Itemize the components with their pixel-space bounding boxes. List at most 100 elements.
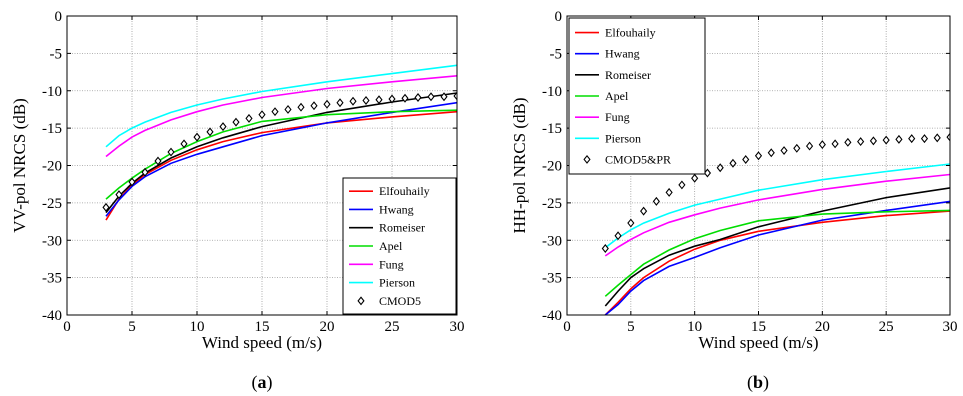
x-axis-label: Wind speed (m/s)	[202, 333, 322, 352]
data-point-cmod5	[401, 93, 409, 103]
series-line-apel	[604, 209, 950, 297]
data-point-cmod5-pr	[767, 148, 775, 158]
data-point-cmod5-pr	[652, 196, 660, 206]
data-point-cmod5-pr	[691, 173, 699, 183]
y-tick-label: -15	[42, 121, 62, 137]
data-point-cmod5	[180, 139, 188, 149]
legend: Elfouhaily Hwang Romeiser Apel Fung Pierson CM…	[342, 177, 457, 315]
data-point-cmod5	[245, 113, 253, 123]
y-tick-label: -30	[542, 233, 562, 249]
x-tick-label: 10	[687, 319, 702, 335]
data-point-cmod5	[258, 110, 266, 120]
legend-label: CMOD5	[379, 294, 421, 308]
data-point-cmod5-pr	[678, 180, 686, 190]
y-tick-label: -25	[542, 196, 562, 212]
panel-caption: (b)	[747, 372, 769, 393]
data-point-cmod5	[440, 92, 448, 102]
legend-marker	[583, 154, 591, 164]
data-point-cmod5-pr	[729, 158, 737, 168]
data-point-cmod5-pr	[601, 243, 609, 253]
data-point-cmod5-pr	[805, 141, 814, 151]
x-tick-label: 15	[751, 319, 766, 335]
data-point-cmod5	[232, 117, 240, 127]
x-tick-label: 25	[879, 319, 894, 335]
data-point-cmod5-pr	[627, 218, 635, 228]
series-line-elfouhaily	[604, 210, 950, 315]
tick-group: 0 5 10 15 20 25 30 0 -5 -10 -15 -20 -25 -30 -35 -40	[42, 9, 465, 335]
y-tick-label: -20	[542, 159, 562, 175]
data-point-cmod5-pr	[780, 146, 788, 156]
y-tick-label: -35	[542, 271, 562, 287]
x-tick-label: 5	[627, 319, 635, 335]
series-line-romeiser	[105, 92, 457, 214]
data-point-cmod5-pr	[793, 143, 801, 153]
data-point-cmod5	[284, 104, 292, 114]
data-point-cmod5	[453, 91, 457, 101]
legend-item: Pierson	[575, 131, 641, 145]
series-line-fung	[604, 173, 950, 257]
data-point-cmod5-pr	[818, 140, 826, 150]
data-point-cmod5	[375, 95, 383, 105]
series-line-pierson	[604, 163, 950, 249]
data-point-cmod5-pr	[716, 163, 724, 173]
data-point-cmod5-pr	[665, 187, 673, 197]
data-point-cmod5-pr	[857, 137, 865, 147]
legend-label: Apel	[605, 89, 629, 103]
legend-label: Hwang	[605, 47, 640, 61]
x-tick-label: 15	[255, 319, 270, 335]
x-tick-label: 10	[190, 319, 205, 335]
y-axis-label: HH-pol NRCS (dB)	[510, 97, 529, 233]
data-point-cmod5-pr	[882, 135, 890, 145]
data-point-cmod5	[414, 92, 422, 102]
series-line-hwang	[105, 101, 457, 217]
data-point-cmod5	[102, 202, 110, 212]
x-tick-label: 30	[943, 319, 958, 335]
data-point-cmod5	[115, 190, 123, 200]
legend-item: Apel	[575, 89, 629, 103]
data-point-cmod5-pr	[869, 136, 877, 146]
data-point-cmod5-pr	[703, 168, 712, 178]
series-group	[102, 64, 457, 221]
legend-label: Romeiser	[379, 221, 425, 235]
tick-group: 0 5 10 15 20 25 30 0 -5 -10 -15 -20 -25 -30 -35 -40	[542, 9, 958, 335]
data-point-cmod5-pr	[920, 134, 929, 144]
legend-item: Elfouhaily	[349, 184, 430, 198]
x-tick-label: 0	[63, 319, 71, 335]
series-line-pierson	[105, 64, 457, 148]
data-point-cmod5-pr	[754, 151, 763, 161]
data-point-cmod5	[349, 96, 357, 106]
data-point-cmod5	[193, 132, 201, 142]
y-tick-label: -25	[42, 196, 62, 212]
y-tick-label: -10	[542, 84, 562, 100]
legend-label: Apel	[379, 239, 403, 253]
legend-item: Fung	[575, 110, 630, 124]
data-point-cmod5	[297, 102, 305, 112]
x-tick-label: 25	[385, 319, 400, 335]
y-tick-label: -40	[542, 308, 562, 324]
series-line-hwang	[604, 200, 950, 315]
y-axis-label: VV-pol NRCS (dB)	[10, 98, 29, 232]
x-tick-label: 5	[128, 319, 136, 335]
data-point-cmod5	[362, 95, 370, 105]
data-point-cmod5	[323, 99, 331, 109]
chart-panel-b: 0 5 10 15 20 25 30 0 -5 -10 -15 -20 -25 -30 -35 -40 Wind…	[510, 9, 958, 393]
legend-box	[568, 17, 706, 175]
x-tick-label: 30	[450, 319, 465, 335]
y-tick-label: 0	[55, 9, 63, 25]
legend-label: Elfouhaily	[379, 184, 430, 198]
data-point-cmod5	[167, 147, 175, 157]
y-tick-label: -20	[42, 159, 62, 175]
legend-label: Romeiser	[605, 68, 651, 82]
legend-label: Elfouhaily	[605, 26, 656, 40]
data-point-cmod5	[154, 156, 162, 166]
y-tick-label: -10	[42, 84, 62, 100]
data-point-cmod5-pr	[946, 132, 950, 142]
data-point-cmod5	[271, 107, 279, 117]
legend: Elfouhaily Hwang Romeiser Apel Fung Pierson CM…	[568, 17, 706, 175]
legend-marker	[357, 296, 365, 306]
data-point-cmod5-pr	[831, 139, 839, 149]
data-point-cmod5-pr	[742, 155, 750, 165]
series-group	[601, 132, 950, 315]
y-tick-label: -15	[542, 121, 562, 137]
legend-label: CMOD5&PR	[605, 152, 671, 166]
